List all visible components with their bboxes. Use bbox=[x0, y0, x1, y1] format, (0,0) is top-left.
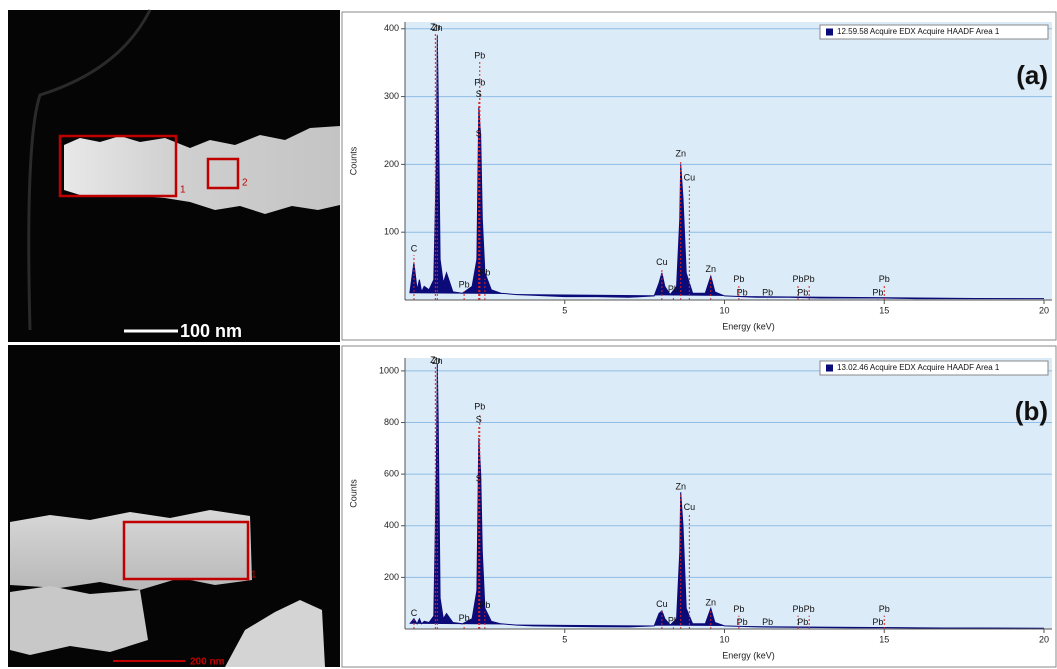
peak-label: Pb bbox=[733, 274, 744, 284]
peak-label: Pb bbox=[804, 604, 815, 614]
peak-label: Pb bbox=[737, 288, 748, 298]
peak-label: Zn bbox=[432, 23, 443, 33]
y-axis-label: Counts bbox=[348, 479, 358, 508]
peak-label: Pb bbox=[879, 604, 890, 614]
peak-label: Pb bbox=[797, 617, 808, 627]
peak-label: Zn bbox=[706, 264, 717, 274]
peak-label: Pb bbox=[668, 616, 679, 626]
legend-label: 13.02.46 Acquire EDX Acquire HAADF Area … bbox=[837, 363, 1000, 372]
legend-swatch bbox=[826, 29, 833, 36]
peak-label: S bbox=[476, 414, 482, 424]
y-tick-label: 200 bbox=[384, 159, 399, 169]
panel-label: (a) bbox=[1016, 60, 1048, 90]
peak-label: Cu bbox=[684, 172, 696, 182]
y-tick-label: 600 bbox=[384, 469, 399, 479]
peak-label: Cu bbox=[656, 599, 668, 609]
x-tick-label: 10 bbox=[719, 634, 729, 644]
scale-bar-label: 200 nm bbox=[190, 657, 225, 668]
scale-bar-label: 100 nm bbox=[180, 321, 242, 341]
area-label: 1 bbox=[180, 185, 186, 196]
peak-label: Zn bbox=[432, 356, 443, 366]
peak-label: Zn bbox=[675, 149, 686, 159]
legend-swatch bbox=[826, 365, 833, 372]
peak-label: Pb bbox=[459, 613, 470, 623]
peak-label: Pb bbox=[792, 274, 803, 284]
page: 1 2 100 nm 1 200 nm 1002003004005101520C… bbox=[0, 0, 1057, 669]
nanorod bbox=[10, 586, 148, 655]
figure: 1 2 100 nm 1 200 nm 1002003004005101520C… bbox=[0, 0, 1057, 669]
y-tick-label: 400 bbox=[384, 520, 399, 530]
y-tick-label: 100 bbox=[384, 227, 399, 237]
area-label: 1 bbox=[251, 570, 257, 581]
peak-label: Pb bbox=[762, 288, 773, 298]
x-axis-label: Energy (keV) bbox=[722, 321, 775, 331]
peak-label: Zn bbox=[706, 598, 717, 608]
y-tick-label: 300 bbox=[384, 91, 399, 101]
peak-label: Pb bbox=[762, 617, 773, 627]
peak-label: Pb bbox=[872, 288, 883, 298]
x-tick-label: 15 bbox=[879, 634, 889, 644]
legend-label: 12.59.58 Acquire EDX Acquire HAADF Area … bbox=[837, 27, 1000, 36]
peak-label: Cu bbox=[656, 257, 668, 267]
micrograph-a: 1 2 100 nm bbox=[8, 10, 340, 342]
peak-label: Pb bbox=[479, 267, 490, 277]
panel-label: (b) bbox=[1015, 396, 1048, 426]
plot-area bbox=[405, 358, 1052, 629]
x-tick-label: 20 bbox=[1039, 634, 1049, 644]
y-tick-label: 1000 bbox=[379, 365, 399, 375]
peak-label: Pb bbox=[879, 274, 890, 284]
y-tick-label: 800 bbox=[384, 417, 399, 427]
x-axis-label: Energy (keV) bbox=[722, 650, 775, 660]
peak-label: S bbox=[476, 128, 482, 138]
peak-label: Pb bbox=[797, 288, 808, 298]
peak-label: Pb bbox=[459, 279, 470, 289]
plot-area bbox=[405, 22, 1052, 300]
peak-label: S bbox=[476, 474, 482, 484]
peak-label: Cu bbox=[684, 502, 696, 512]
peak-label: Zn bbox=[675, 481, 686, 491]
peak-label: Pb bbox=[733, 604, 744, 614]
x-tick-label: 10 bbox=[719, 305, 729, 315]
x-tick-label: 5 bbox=[562, 634, 567, 644]
x-tick-label: 20 bbox=[1039, 305, 1049, 315]
peak-label: Pb bbox=[737, 617, 748, 627]
y-axis-label: Counts bbox=[348, 146, 358, 175]
peak-label: Pb bbox=[804, 274, 815, 284]
y-tick-label: 400 bbox=[384, 23, 399, 33]
peak-label: C bbox=[411, 244, 418, 254]
peak-label: Pb bbox=[872, 617, 883, 627]
x-tick-label: 15 bbox=[879, 305, 889, 315]
x-tick-label: 5 bbox=[562, 305, 567, 315]
peak-label: Pb bbox=[474, 50, 485, 60]
peak-label: Pb bbox=[479, 600, 490, 610]
peak-label: Pb bbox=[668, 284, 679, 294]
peak-label: Pb bbox=[474, 77, 485, 87]
peak-label: C bbox=[411, 608, 418, 618]
peak-label: S bbox=[476, 89, 482, 99]
peak-label: Pb bbox=[474, 401, 485, 411]
y-tick-label: 200 bbox=[384, 572, 399, 582]
peak-label: Pb bbox=[792, 604, 803, 614]
area-label: 2 bbox=[242, 178, 248, 189]
micrograph-b: 1 200 nm bbox=[8, 345, 340, 668]
